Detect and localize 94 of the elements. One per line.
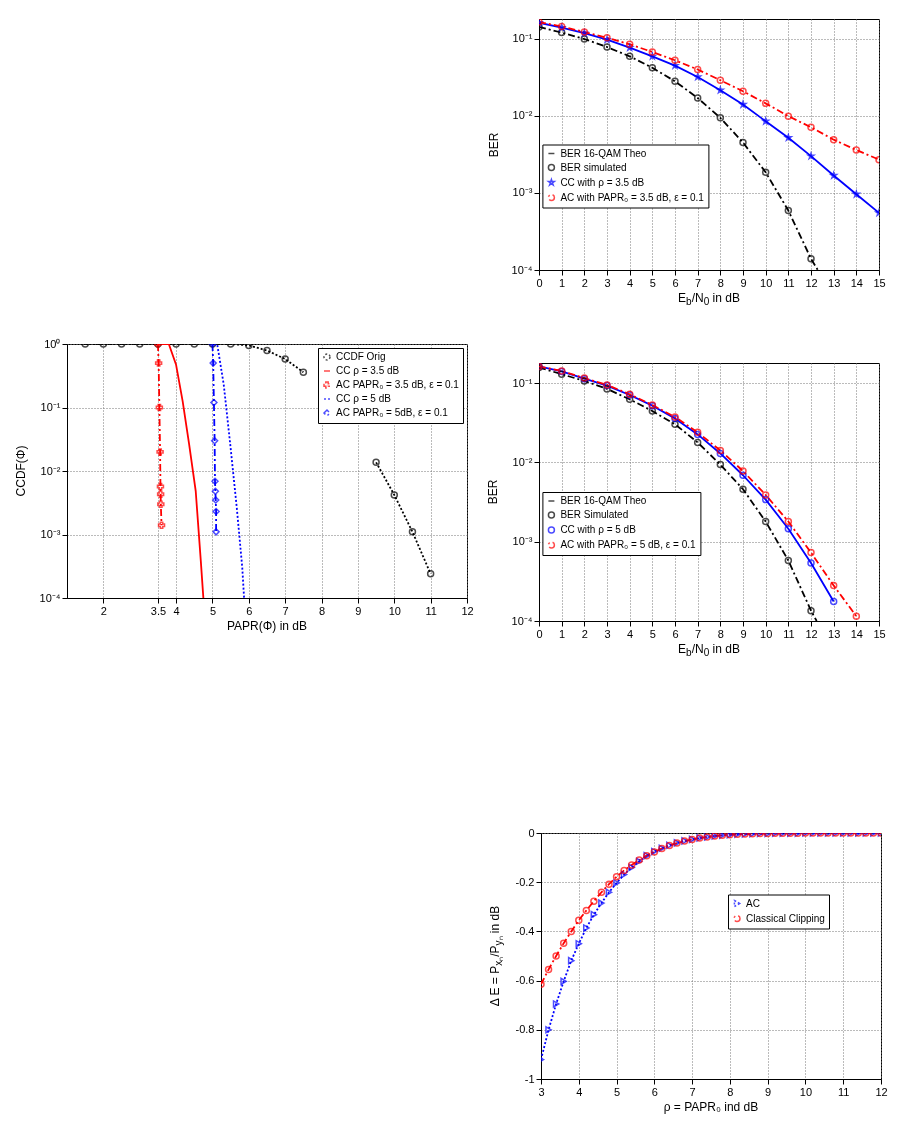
y-tick-label: 10⁻⁴: [39, 591, 61, 604]
y-tick-label: 10⁻³: [40, 528, 61, 540]
x-tick-label: 1: [559, 627, 566, 640]
y-tick-label: 10⁻⁴: [511, 263, 533, 276]
y-tick-label: 0: [528, 826, 535, 839]
legend-label: AC with PAPR₀ = 5 dB, ε = 0.1: [560, 539, 696, 550]
legend-label: CC ρ = 5 dB: [336, 393, 392, 404]
x-tick-label: 3.5: [150, 604, 167, 617]
x-tick-label: 10: [760, 276, 773, 289]
x-tick-label: 3: [538, 1085, 545, 1098]
x-tick-label: 3: [604, 627, 611, 640]
y-tick-label: 10⁻²: [512, 109, 533, 122]
legend-label: BER 16-QAM Theo: [560, 495, 647, 506]
y-axis-title: CCDF(Φ): [13, 444, 29, 499]
y-tick-label: 10⁻³: [512, 535, 533, 548]
x-axis-title: PAPR(Φ) in dB: [225, 618, 308, 634]
y-tick-label: -0.8: [515, 1023, 535, 1036]
y-tick-label: 10⁻¹: [512, 376, 533, 389]
legend-label: AC PAPR₀ = 5dB, ε = 0.1: [336, 407, 449, 418]
x-axis-title: E$_{b}$/N$_{0}$ in dB: [677, 641, 741, 661]
legend-label: CC ρ = 3.5 dB: [336, 365, 400, 376]
legend-label: AC PAPR₀ = 3.5 dB, ε = 0.1: [336, 379, 460, 390]
x-tick-label: 15: [873, 276, 886, 289]
x-tick-label: 10: [799, 1085, 813, 1098]
x-tick-label: 4: [576, 1085, 583, 1098]
x-tick-label: 13: [828, 276, 841, 289]
legend-label: CC with ρ = 3.5 dB: [560, 176, 645, 188]
x-tick-label: 11: [783, 276, 795, 289]
y-tick-label: -0.4: [515, 924, 535, 937]
legend-label: BER simulated: [560, 161, 627, 173]
x-tick-label: 0: [536, 276, 543, 289]
x-tick-label: 15: [873, 627, 886, 640]
legend-label: AC with PAPR₀ = 3.5 dB, ε = 0.1: [560, 191, 705, 203]
x-tick-label: 7: [282, 604, 289, 617]
legend-label: BER 16-QAM Theo: [560, 147, 647, 159]
x-tick-label: 12: [875, 1085, 888, 1098]
y-tick-label: -0.2: [515, 875, 535, 888]
x-tick-label: 12: [805, 276, 818, 289]
x-tick-label: 7: [689, 1085, 696, 1098]
x-tick-label: 10: [760, 627, 773, 640]
y-tick-label: 10⁻⁴: [511, 614, 533, 627]
x-tick-label: 6: [672, 276, 679, 289]
x-tick-label: 11: [838, 1085, 850, 1098]
x-tick-label: 11: [425, 604, 437, 617]
x-tick-label: 12: [461, 604, 474, 617]
x-tick-label: 9: [765, 1085, 772, 1098]
x-tick-label: 13: [828, 627, 841, 640]
x-tick-label: 2: [581, 276, 588, 289]
y-tick-label: 10⁻²: [40, 464, 61, 477]
y-tick-label: 10⁰: [44, 337, 61, 350]
x-tick-label: 8: [318, 604, 326, 617]
y-tick-label: 10⁻³: [512, 186, 533, 199]
x-tick-label: 8: [717, 276, 724, 289]
x-tick-label: 14: [850, 627, 863, 640]
x-tick-label: 1: [559, 276, 566, 289]
x-tick-label: 10: [388, 604, 401, 617]
y-tick-label: 10⁻¹: [512, 32, 533, 45]
x-tick-label: 7: [695, 627, 702, 640]
x-tick-label: 5: [209, 604, 217, 617]
legend-label: AC: [746, 897, 760, 909]
x-tick-label: 6: [651, 1085, 658, 1098]
x-tick-label: 4: [627, 627, 634, 640]
y-axis-title: BER: [485, 478, 501, 507]
x-tick-label: 2: [100, 604, 107, 617]
x-tick-label: 7: [695, 276, 702, 289]
x-tick-label: 5: [613, 1085, 621, 1098]
x-tick-label: 6: [246, 604, 253, 617]
x-tick-label: 4: [627, 276, 634, 289]
y-axis-title: BER: [485, 131, 501, 159]
legend-label: CCDF Orig: [336, 351, 386, 362]
x-tick-label: 9: [355, 604, 362, 617]
x-axis-title: E$_{b}$/N$_{0}$ in dB: [677, 290, 741, 310]
x-tick-label: 0: [536, 627, 543, 640]
y-tick-label: 10⁻²: [512, 455, 533, 468]
x-tick-label: 8: [727, 1085, 734, 1098]
legend-label: BER Simulated: [560, 509, 629, 520]
x-tick-label: 8: [717, 627, 724, 640]
x-tick-label: 6: [672, 627, 679, 640]
x-axis-title: ρ = PAPR₀ ind dB: [662, 1099, 760, 1115]
x-tick-label: 9: [740, 627, 747, 640]
y-tick-label: -1: [524, 1072, 535, 1085]
x-tick-label: 14: [850, 276, 863, 289]
x-tick-label: 5: [649, 627, 656, 640]
y-tick-label: 10⁻¹: [40, 401, 61, 413]
legend-label: Classical Clipping: [746, 912, 825, 924]
x-tick-label: 4: [173, 604, 180, 617]
y-tick-label: -0.6: [515, 974, 535, 987]
x-tick-label: 9: [740, 276, 747, 289]
x-tick-label: 2: [581, 627, 588, 640]
x-tick-label: 12: [805, 627, 818, 640]
x-tick-label: 5: [649, 276, 656, 289]
x-tick-label: 11: [783, 627, 795, 640]
x-tick-label: 3: [604, 276, 611, 289]
legend-label: CC with ρ = 5 dB: [560, 524, 637, 535]
